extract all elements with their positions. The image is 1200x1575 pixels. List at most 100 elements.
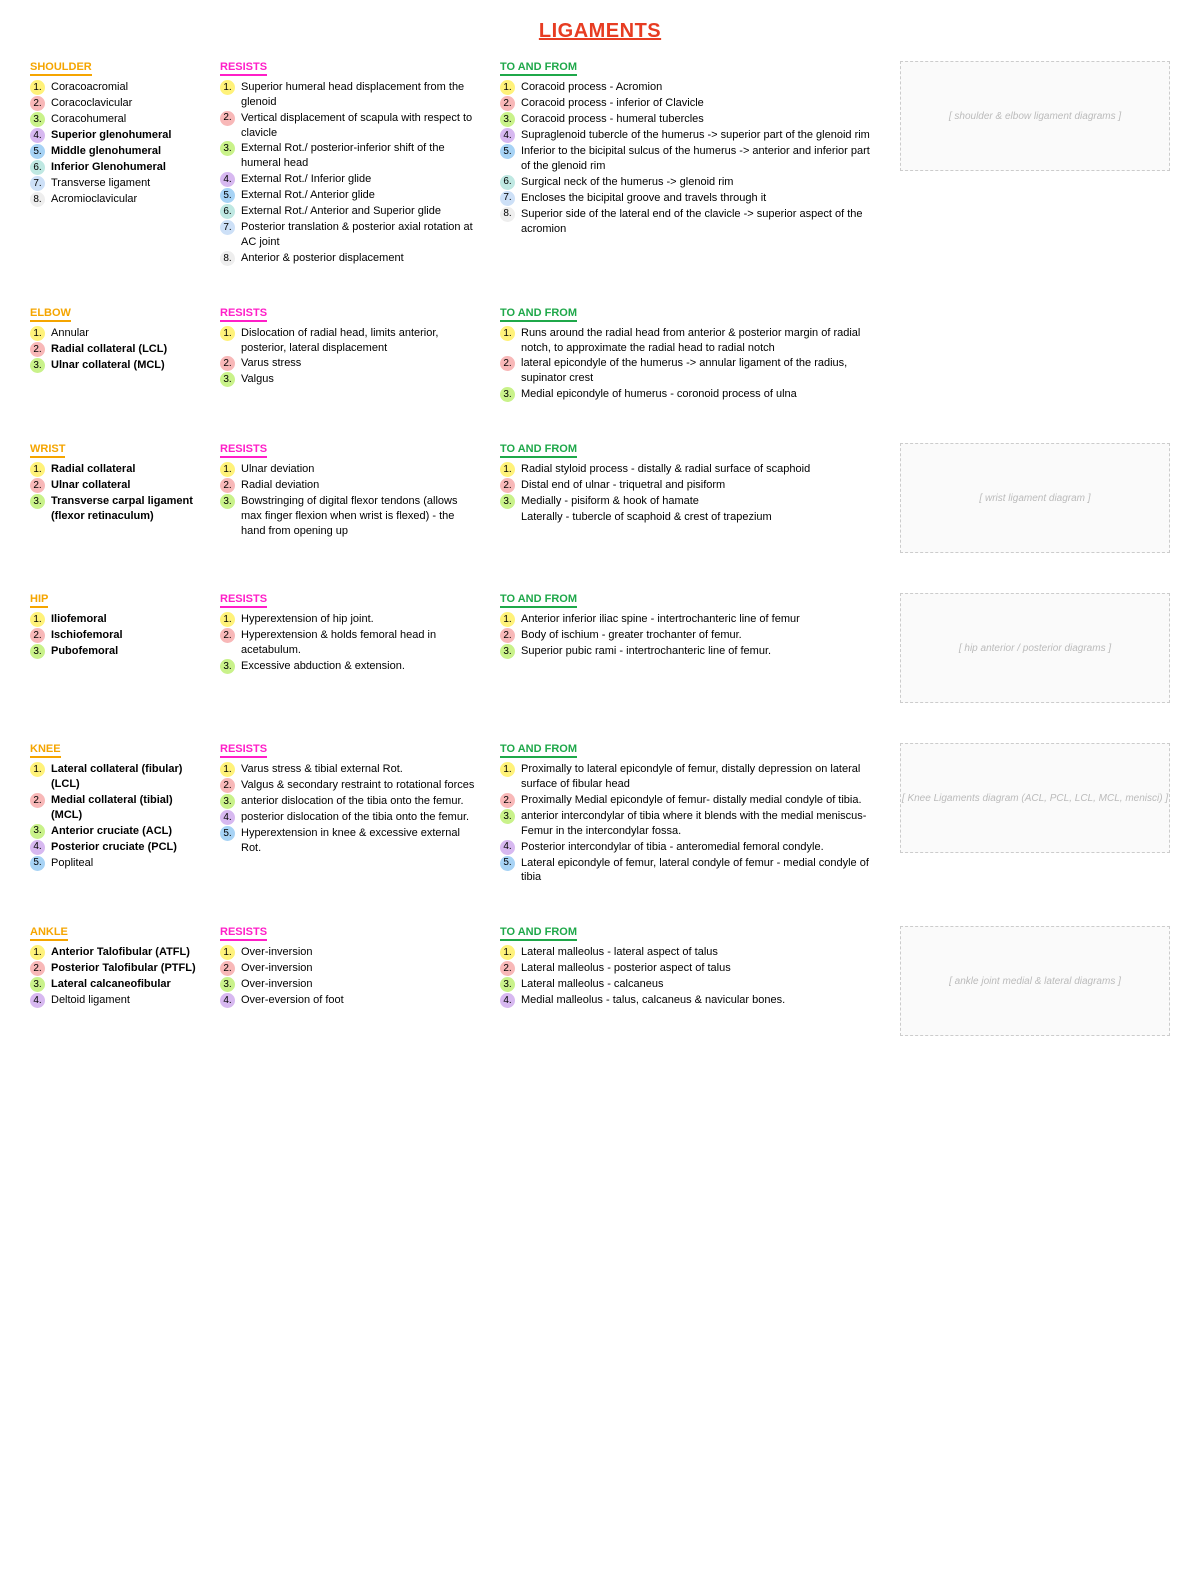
list-item: 7.Posterior translation & posterior axia… [220,220,480,250]
resists-header: RESISTS [220,61,267,76]
list-item-text: Lateral epicondyle of femur, lateral con… [521,856,880,886]
list-item: 7. Encloses the bicipital groove and trav… [500,191,880,206]
list-item-text: Popliteal [51,856,200,871]
list-item-text: Body of ischium - greater trochanter of … [521,628,880,643]
list-item: 2.Radial collateral (LCL) [30,342,200,357]
list-item: 4.posterior dislocation of the tibia ont… [220,810,480,825]
section-wrist: WRIST1.Radial collateral2.Ulnar collater… [30,443,1170,553]
number-dot: 3. [220,494,235,509]
joint-header: ELBOW [30,307,71,322]
list-item: 2. Posterior Talofibular (PTFL) [30,961,200,976]
sections-container: SHOULDER1.Coracoacromial2.Coracoclavicul… [30,61,1170,1036]
number-dot: 3. [500,809,515,824]
number-dot: 4. [220,172,235,187]
number-dot: 2. [30,628,45,643]
tofrom-list: 1.Coracoid process - Acromion2.Coracoid … [500,80,880,236]
list-item: 3.Medially - pisiform & hook of hamate [500,494,880,509]
list-item: 5.Hyperextension in knee & excessive ext… [220,826,480,856]
names-list: 1.Annular2.Radial collateral (LCL)3.Ulna… [30,326,200,373]
resists-header: RESISTS [220,743,267,758]
list-item: 7.Transverse ligament [30,176,200,191]
resists-header: RESISTS [220,926,267,941]
column-image: [ shoulder & elbow ligament diagrams ] [900,61,1170,171]
column-image [900,307,1170,387]
list-item: 3.Medial epicondyle of humerus - coronoi… [500,387,880,402]
column-resists: RESISTS 1.Superior humeral head displacem… [220,61,480,267]
list-item-text: Lateral malleolus - posterior aspect of … [521,961,880,976]
list-item: 1.Varus stress & tibial external Rot. [220,762,480,777]
number-dot: 2. [220,961,235,976]
number-dot: 5. [30,856,45,871]
list-item: 1.Radial collateral [30,462,200,477]
list-item: 1.Superior humeral head displacement fro… [220,80,480,110]
list-item-text: Varus stress [241,356,480,371]
number-dot: 2. [220,778,235,793]
number-dot: 3. [500,387,515,402]
number-dot: 3. [500,494,515,509]
list-item-text: Annular [51,326,200,341]
number-dot: 2. [500,96,515,111]
column-tofrom: TO AND FROM 1.Runs around the radial head… [500,307,880,403]
list-item-text: Hyperextension of hip joint. [241,612,480,627]
list-item: 3.Superior pubic rami - intertrochanteri… [500,644,880,659]
number-dot: 1. [220,462,235,477]
tofrom-header: TO AND FROM [500,307,577,322]
resists-list: 1.Superior humeral head displacement fro… [220,80,480,266]
list-item-text: Middle glenohumeral [51,144,200,159]
number-dot: 7. [500,191,515,206]
list-item-text: Anterior cruciate (ACL) [51,824,200,839]
number-dot: 4. [220,810,235,825]
list-item-text: Posterior Talofibular (PTFL) [51,961,200,976]
number-dot: 3. [30,824,45,839]
list-item-text: Dislocation of radial head, limits anter… [241,326,480,356]
number-dot: 2. [30,342,45,357]
tofrom-header: TO AND FROM [500,926,577,941]
column-names: ELBOW1.Annular2.Radial collateral (LCL)3… [30,307,200,374]
column-resists: RESISTS1.Hyperextension of hip joint.2.H… [220,593,480,675]
number-dot: 3. [30,358,45,373]
number-dot: 1. [30,612,45,627]
list-item-text: Over-inversion [241,945,480,960]
list-item-text: Anterior inferior iliac spine - intertro… [521,612,880,627]
section-elbow: ELBOW1.Annular2.Radial collateral (LCL)3… [30,307,1170,403]
number-dot: 5. [220,826,235,841]
column-names: HIP1.Iliofemoral2.Ischiofemoral3.Pubofem… [30,593,200,660]
column-tofrom: TO AND FROM1.Lateral malleolus - lateral… [500,926,880,1009]
tofrom-list: 1.Runs around the radial head from anter… [500,326,880,402]
list-item-text: anterior dislocation of the tibia onto t… [241,794,480,809]
list-item-text: Proximally Medial epicondyle of femur- d… [521,793,880,808]
list-item-text: Superior pubic rami - intertrochanteric … [521,644,880,659]
list-item-text: Lateral malleolus - lateral aspect of ta… [521,945,880,960]
list-item-text: External Rot./ Inferior glide [241,172,480,187]
list-item: 3.Transverse carpal ligament (flexor ret… [30,494,200,524]
number-dot: 5. [220,188,235,203]
list-item-text: External Rot./ posterior-inferior shift … [241,141,480,171]
list-item: 4.Medial malleolus - talus, calcaneus & … [500,993,880,1008]
number-dot: 3. [220,794,235,809]
joint-header: HIP [30,593,48,608]
list-item-text: Deltoid ligament [51,993,200,1008]
number-dot: 3. [30,644,45,659]
list-item-text: Medial collateral (tibial) (MCL) [51,793,200,823]
list-item: 3. Anterior cruciate (ACL) [30,824,200,839]
list-item-text: Encloses the bicipital groove and travel… [521,191,880,206]
number-dot: 8. [220,251,235,266]
number-dot: 2. [30,961,45,976]
list-item: 4. Deltoid ligament [30,993,200,1008]
list-item: 3. anterior dislocation of the tibia onto… [220,794,480,809]
list-item: 3.Over-inversion [220,977,480,992]
list-item-text: Valgus & secondary restraint to rotation… [241,778,480,793]
number-dot: 4. [30,993,45,1008]
list-item: 3. anterior intercondylar of tibia where … [500,809,880,839]
number-dot: 4. [500,840,515,855]
list-item-text: anterior intercondylar of tibia where it… [521,809,880,839]
column-resists: RESISTS1.Over-inversion2.Over-inversion3… [220,926,480,1009]
joint-header: WRIST [30,443,65,458]
list-item: 1.Ulnar deviation [220,462,480,477]
list-item-text: Over-inversion [241,977,480,992]
list-item: 6.Inferior Glenohumeral [30,160,200,175]
list-item-text: Vertical displacement of scapula with re… [241,111,480,141]
list-item-text: Hyperextension & holds femoral head in a… [241,628,480,658]
list-item-text: Superior glenohumeral [51,128,200,143]
list-item-text: Radial deviation [241,478,480,493]
